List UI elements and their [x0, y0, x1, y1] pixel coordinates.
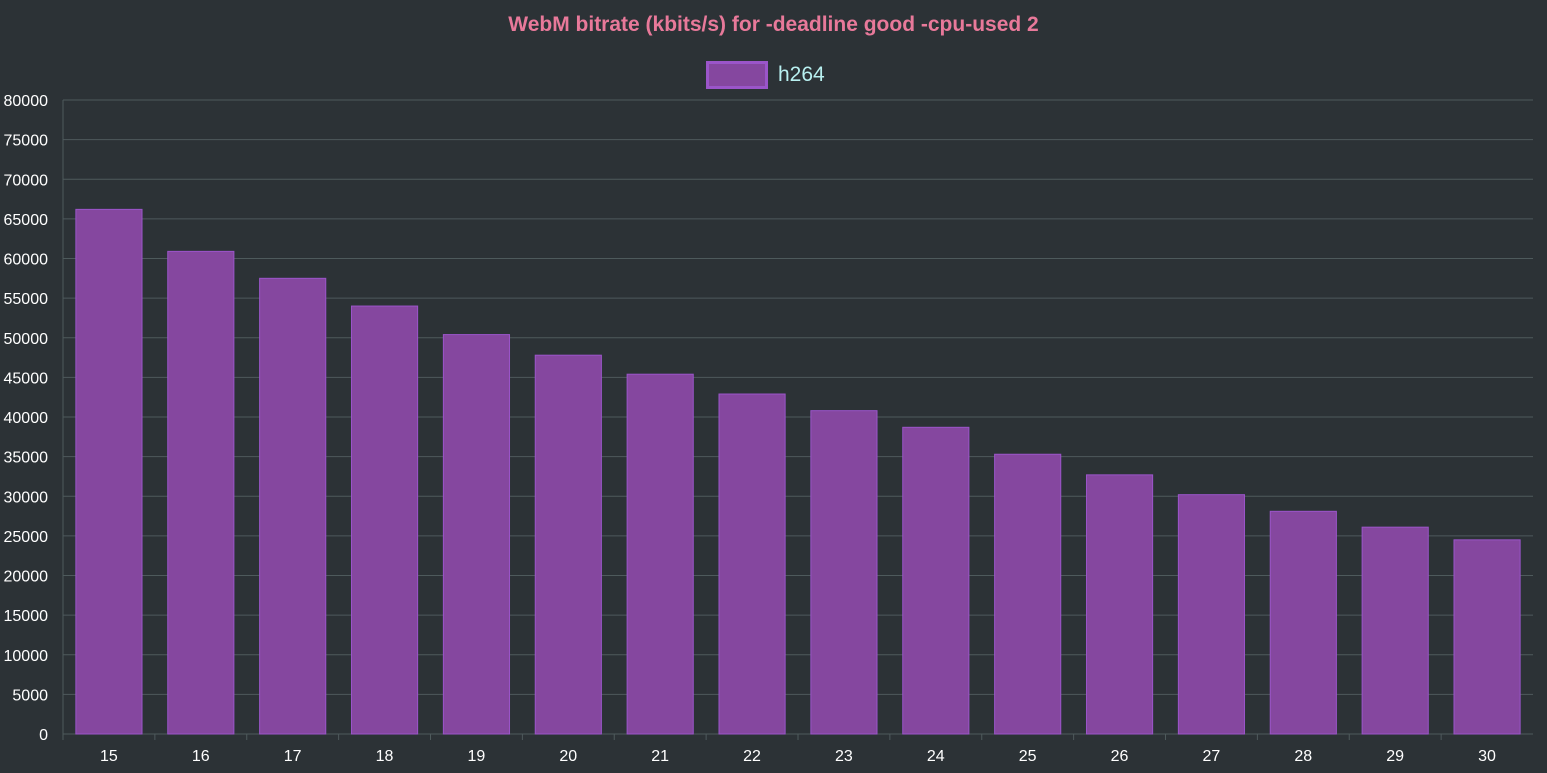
y-tick-label: 35000 — [4, 450, 49, 467]
x-tick-label: 28 — [1294, 748, 1312, 765]
x-tick-label: 19 — [468, 748, 486, 765]
x-tick-label: 16 — [192, 748, 210, 765]
x-axis: 15 16 17 18 19 20 21 22 23 24 25 26 27 28 29 30 — [62, 733, 1533, 765]
y-tick-label: 75000 — [4, 133, 49, 150]
y-tick-label: 50000 — [4, 331, 49, 348]
x-tick-label: 17 — [284, 748, 302, 765]
x-tick-label: 30 — [1478, 748, 1496, 765]
bar-25[interactable] — [994, 453, 1062, 735]
x-tick-label: 20 — [559, 748, 577, 765]
x-tick-label: 25 — [1019, 748, 1037, 765]
legend[interactable]: h264 — [706, 61, 825, 89]
legend-label: h264 — [778, 63, 825, 86]
y-tick-label: 10000 — [4, 648, 49, 665]
y-tick-label: 30000 — [4, 489, 49, 506]
bar-18[interactable] — [350, 305, 419, 735]
bar-24[interactable] — [902, 426, 970, 735]
x-tick-label: 29 — [1386, 748, 1404, 765]
x-tick-label: 15 — [100, 748, 118, 765]
bar-19[interactable] — [442, 334, 511, 735]
bars — [75, 208, 1521, 735]
y-tick-label: 5000 — [12, 687, 48, 704]
x-tick-label: 22 — [743, 748, 761, 765]
bar-28[interactable] — [1269, 510, 1337, 735]
bar-29[interactable] — [1361, 526, 1429, 735]
bar-21[interactable] — [626, 373, 694, 735]
y-tick-label: 0 — [39, 727, 48, 744]
y-tick-label: 15000 — [4, 608, 49, 625]
x-tick-label: 27 — [1203, 748, 1221, 765]
bar-26[interactable] — [1085, 474, 1154, 735]
y-tick-label: 60000 — [4, 252, 49, 269]
y-tick-label: 65000 — [4, 212, 49, 229]
y-tick-label: 25000 — [4, 529, 49, 546]
x-tick-label: 26 — [1111, 748, 1129, 765]
bar-22[interactable] — [718, 393, 786, 735]
bar-20[interactable] — [534, 354, 602, 735]
y-axis: 0 5000 10000 15000 20000 25000 30000 35000 40000… — [4, 93, 49, 744]
bar-16[interactable] — [167, 250, 235, 735]
y-tick-label: 80000 — [4, 93, 49, 110]
y-tick-label: 20000 — [4, 569, 49, 586]
bar-15[interactable] — [75, 208, 143, 735]
chart-title: WebM bitrate (kbits/s) for -deadline goo… — [508, 13, 1039, 36]
legend-swatch — [706, 61, 768, 89]
x-tick-label: 18 — [376, 748, 394, 765]
y-tick-label: 45000 — [4, 370, 49, 387]
bar-30[interactable] — [1453, 539, 1521, 735]
x-tick-label: 23 — [835, 748, 853, 765]
bar-27[interactable] — [1177, 494, 1246, 735]
y-tick-label: 70000 — [4, 172, 49, 189]
x-tick-label: 24 — [927, 748, 945, 765]
y-tick-label: 40000 — [4, 410, 49, 427]
bar-23[interactable] — [810, 410, 878, 735]
y-tick-label: 55000 — [4, 291, 49, 308]
bar-17[interactable] — [259, 277, 327, 735]
x-tick-label: 21 — [651, 748, 669, 765]
